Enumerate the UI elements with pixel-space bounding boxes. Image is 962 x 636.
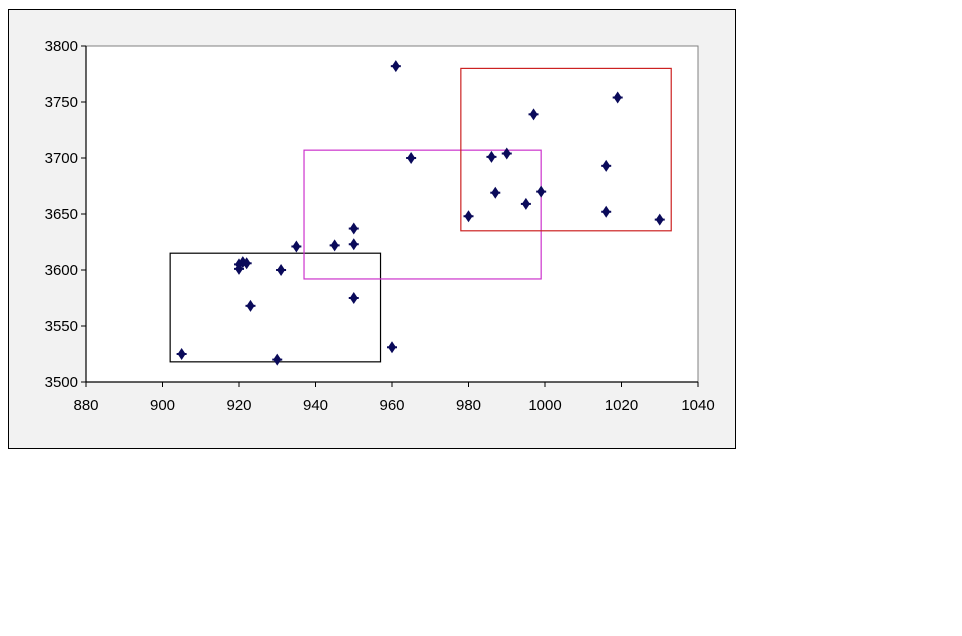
data-point [276,264,287,276]
data-point [654,213,665,226]
data-point [234,262,244,275]
data-point [486,150,497,163]
data-point [528,108,539,121]
y-tick-label: 3550 [45,318,78,335]
y-tick-label: 3650 [45,206,78,223]
scatter-chart: 880 900 920 940 960 980 1000 1020 1040 3500 3550 36… [45,38,715,414]
data-point [463,210,474,223]
x-tick-label: 1040 [681,397,714,414]
data-point [490,186,501,199]
data-point [601,159,612,172]
x-tick-label: 900 [150,397,175,414]
y-tick-label: 3600 [45,262,78,279]
data-point [176,348,187,360]
data-point [291,240,302,253]
data-point [387,341,397,354]
data-point [348,238,359,251]
data-point [329,239,340,252]
x-tick-label: 880 [73,397,98,414]
data-point [612,91,623,104]
y-tick-label: 3800 [45,38,78,55]
region-box [460,67,672,232]
chart-frame: 880 900 920 940 960 980 1000 1020 1040 3500 3550 36… [8,9,736,449]
data-point [245,299,256,312]
y-tick-label: 3700 [45,150,78,167]
y-tick-label: 3750 [45,94,78,111]
data-point [272,353,283,366]
x-tick-label: 920 [226,397,251,414]
data-point [241,257,252,270]
data-point [390,60,401,73]
x-tick-label: 960 [379,397,404,414]
data-point [601,205,612,218]
data-point [536,185,547,198]
x-tick-label: 1000 [528,397,561,414]
data-point [406,152,417,164]
data-point [501,147,512,160]
data-point [348,222,359,235]
y-tick-label: 3500 [45,374,78,391]
data-point [520,197,531,210]
data-points [176,60,665,366]
axis-ticks: 880 900 920 940 960 980 1000 1020 1040 3500 3550 36… [45,38,715,414]
x-tick-label: 940 [303,397,328,414]
data-point [348,292,359,304]
region-box [303,149,542,280]
x-tick-label: 980 [456,397,481,414]
x-tick-label: 1020 [605,397,638,414]
plot-area [85,45,699,383]
